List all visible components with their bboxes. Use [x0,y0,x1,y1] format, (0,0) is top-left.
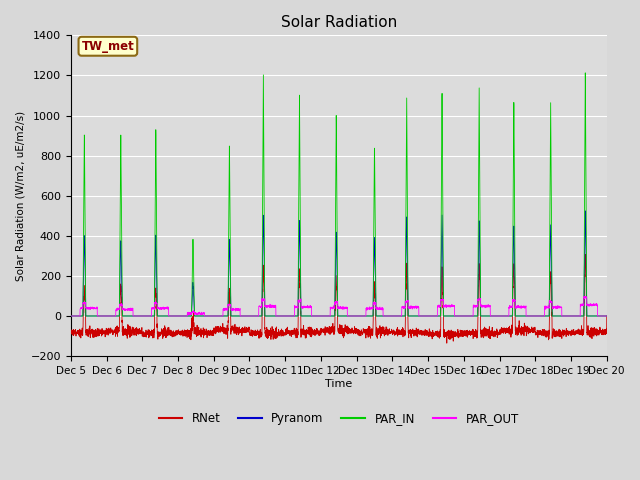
RNet [602,330,610,336]
PAR_IN [603,313,611,319]
Pyranom [459,313,467,319]
Legend: RNet, Pyranom, PAR_IN, PAR_OUT: RNet, Pyranom, PAR_IN, PAR_OUT [154,407,524,430]
RNet [459,333,467,338]
Text: TW_met: TW_met [81,40,134,53]
PAR_OUT [163,304,171,310]
Pyranom [429,313,437,319]
X-axis label: Time: Time [325,379,353,389]
RNet [163,329,171,335]
Line: PAR_OUT: PAR_OUT [71,297,607,316]
Pyranom [319,313,326,319]
PAR_IN [429,313,437,319]
RNet [429,333,437,338]
PAR_IN [489,313,497,319]
Title: Solar Radiation: Solar Radiation [280,15,397,30]
PAR_OUT [319,313,326,319]
PAR_IN [582,70,589,76]
RNet [603,313,611,319]
Pyranom [602,313,610,319]
PAR_OUT [603,313,611,319]
PAR_OUT [459,313,467,319]
Line: Pyranom: Pyranom [71,211,607,316]
Y-axis label: Solar Radiation (W/m2, uE/m2/s): Solar Radiation (W/m2, uE/m2/s) [15,111,25,281]
RNet [319,327,326,333]
PAR_OUT [580,294,588,300]
Pyranom [582,208,589,214]
PAR_IN [163,313,171,319]
Pyranom [603,313,611,319]
PAR_OUT [67,313,75,319]
RNet [443,340,451,346]
Line: RNet: RNet [71,254,607,343]
PAR_IN [459,313,467,319]
RNet [490,329,497,335]
PAR_OUT [489,313,497,319]
RNet [67,329,75,335]
Line: PAR_IN: PAR_IN [71,73,607,316]
PAR_IN [67,313,75,319]
RNet [582,252,589,257]
PAR_OUT [429,313,437,319]
Pyranom [67,313,75,319]
Pyranom [489,313,497,319]
PAR_IN [319,313,326,319]
PAR_IN [602,313,610,319]
Pyranom [163,313,171,319]
PAR_OUT [602,313,610,319]
